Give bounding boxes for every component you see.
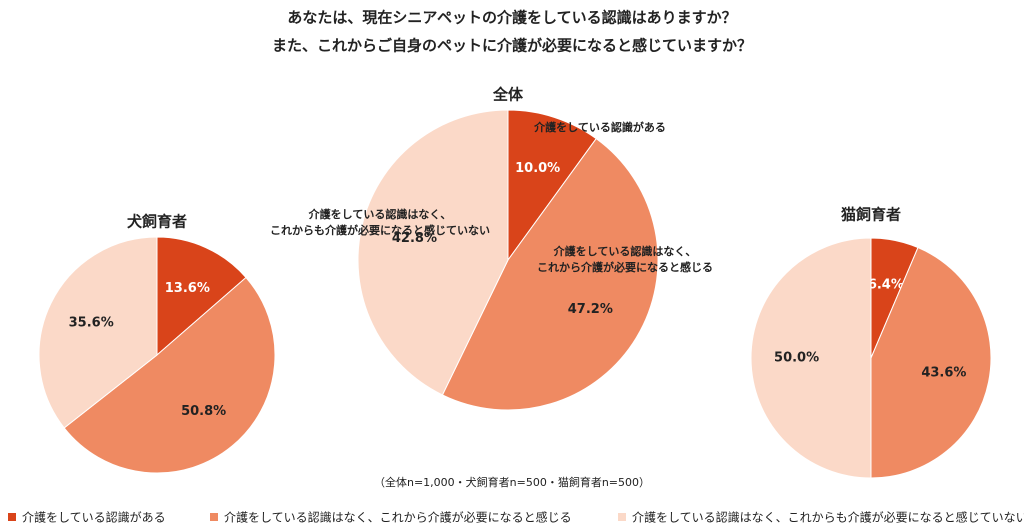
- slice-annotation: これから介護が必要になると感じる: [537, 260, 713, 274]
- pie-slice: [357, 109, 509, 396]
- value-label: 10.0%: [515, 161, 560, 176]
- value-label: 50.0%: [774, 351, 819, 366]
- slice-annotation: 介護をしている認識はなく、: [553, 244, 697, 258]
- legend-label: 介護をしている認識はなく、これから介護が必要になると感じる: [224, 510, 572, 525]
- value-label: 35.6%: [69, 316, 114, 331]
- value-label: 13.6%: [165, 281, 210, 296]
- pie-slice: [750, 237, 872, 479]
- pie-slice: [156, 236, 247, 357]
- legend-swatch: [8, 513, 16, 521]
- pie-slice: [441, 137, 659, 411]
- value-label: 42.8%: [392, 231, 437, 246]
- pie-title: 全体: [492, 86, 524, 104]
- legend-label: 介護をしている認識がある: [22, 510, 166, 525]
- pie-title: 猫飼育者: [841, 206, 901, 224]
- pie-slice: [870, 246, 992, 479]
- slice-annotation: 介護をしている認識はなく、: [308, 207, 452, 221]
- legend-swatch: [618, 513, 626, 521]
- legend-label: 介護をしている認識はなく、これからも介護が必要になると感じていない: [632, 510, 1024, 525]
- pie-slice: [38, 236, 158, 429]
- slice-annotation: これからも介護が必要になると感じていない: [270, 223, 490, 237]
- value-label: 6.4%: [868, 278, 904, 293]
- legend-swatch: [210, 513, 218, 521]
- title: あなたは、現在シニアペットの介護をしている認識はありますか？: [287, 9, 736, 27]
- note: （全体n=1,000・犬飼育者n=500・猫飼育者n=500）: [374, 475, 650, 489]
- pie-slice: [63, 276, 276, 474]
- slice-annotation: 介護をしている認識がある: [533, 120, 666, 134]
- value-label: 43.6%: [921, 365, 966, 380]
- pie-slice: [507, 109, 597, 262]
- value-label: 47.2%: [568, 302, 613, 317]
- value-label: 50.8%: [181, 404, 226, 419]
- pie-title: 犬飼育者: [127, 213, 187, 231]
- title: また、これからご自身のペットに介護が必要になると感じていますか？: [272, 37, 752, 55]
